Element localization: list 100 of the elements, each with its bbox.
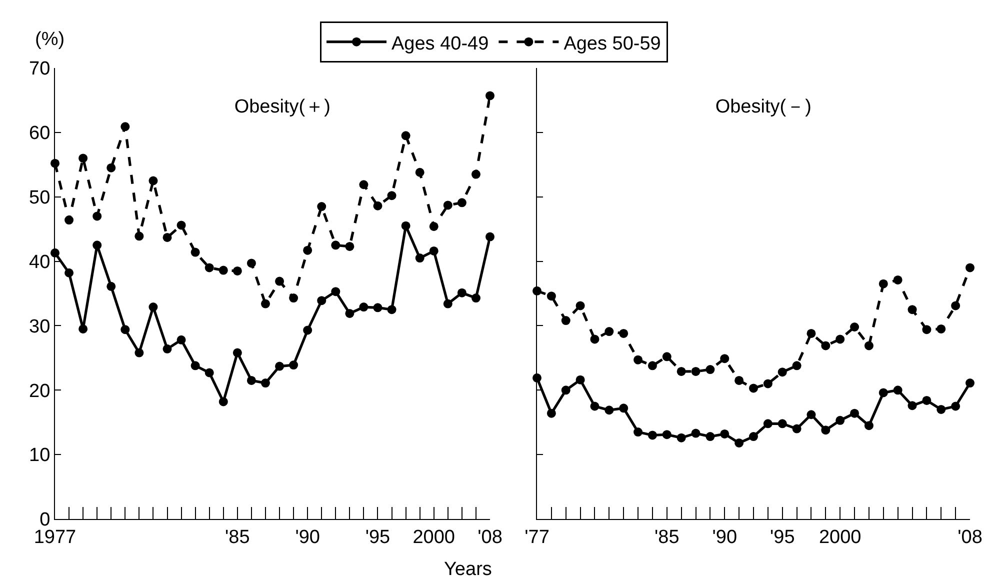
point [64,268,74,278]
point [936,404,946,414]
point [792,424,802,434]
point [634,428,643,437]
point [260,378,270,388]
point [331,240,340,250]
point [457,198,466,208]
point [387,305,396,314]
point [260,299,270,308]
x-axis-title: Years [444,559,492,580]
point [561,316,570,326]
point [345,308,354,318]
point [619,328,628,338]
point [893,386,902,395]
point [457,288,466,298]
point [908,401,917,410]
point [850,322,860,332]
point [749,432,758,442]
point [246,258,256,268]
point [120,122,130,132]
point [893,275,902,284]
x-tick-label: '95 [770,526,795,548]
point [92,212,102,221]
x-tick-label: '77 [524,526,550,548]
point [176,335,186,344]
point [148,176,158,186]
point [734,376,744,385]
point [720,354,730,364]
point [190,248,200,257]
point [303,246,312,255]
point [106,282,116,291]
point [951,402,960,411]
point [590,334,600,344]
point [471,294,480,303]
point [864,421,874,430]
point [218,397,228,406]
point [303,326,312,335]
x-tick-label: '90 [295,526,320,548]
point [359,302,368,312]
point [415,254,424,263]
x-tick-label: '85 [225,526,250,548]
point [648,361,657,370]
text: Obesity(＋) [234,96,330,118]
point [806,410,816,420]
x-tick-label: '90 [712,526,738,548]
point [373,201,382,210]
point [204,368,214,378]
point [78,324,88,334]
point [821,341,830,350]
point [387,191,396,200]
y-tick-label: 50 [29,188,50,209]
point [64,216,74,225]
point [218,266,228,275]
point [120,325,130,334]
point [345,242,354,251]
point [576,375,585,384]
legend-label: Ages 50-59 [564,33,661,54]
point [401,131,410,140]
point [546,408,556,418]
point [691,428,700,438]
point [162,232,172,242]
point [561,386,570,395]
point [864,341,874,350]
point [734,438,744,448]
point [232,348,242,358]
point [951,301,960,310]
point [778,368,787,377]
y-axis-title: (%) [35,29,65,50]
point [162,344,172,354]
point [232,266,242,276]
point [317,202,326,212]
x-tick-label: '08 [478,526,502,548]
point [966,263,974,272]
point [936,324,946,334]
point [763,379,772,388]
point [836,416,845,425]
point [92,240,102,250]
point [604,327,614,336]
point [836,334,845,344]
point [106,163,116,172]
point [604,406,614,415]
point [443,299,452,308]
text: Obesity(－) [715,96,812,118]
x-tick-label: 2000 [818,526,862,548]
point [190,361,200,370]
point [662,430,672,440]
y-tick-label: 30 [29,316,50,338]
point [676,366,686,376]
point [246,376,256,385]
y-tick-label: 10 [29,445,50,466]
point [806,328,816,338]
point [590,402,600,411]
point [878,279,888,288]
point [401,221,410,230]
point [763,419,772,428]
y-tick-label: 60 [29,123,50,144]
point [720,429,730,438]
point [78,154,88,163]
point [317,296,326,306]
point [634,355,643,364]
